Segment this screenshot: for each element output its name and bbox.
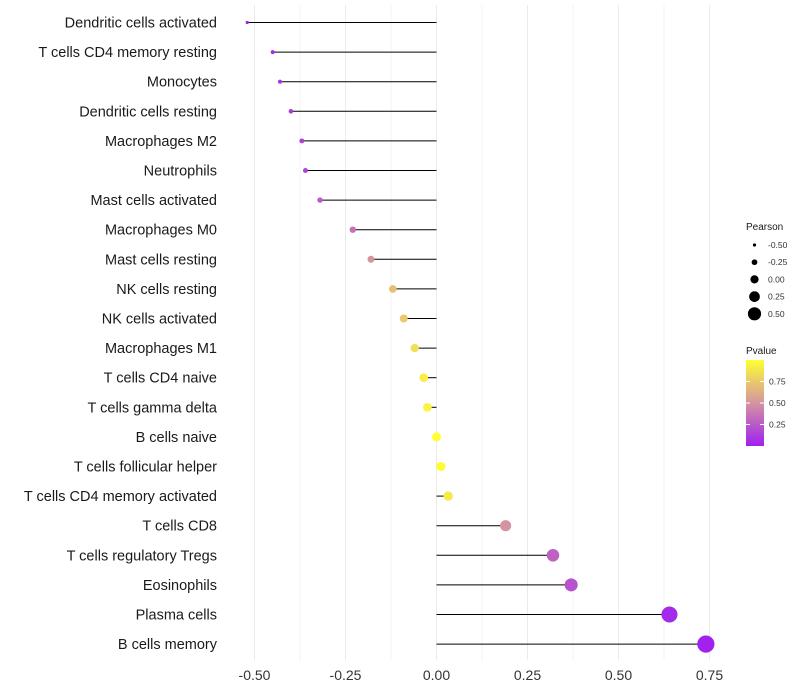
category-label: T cells CD8 — [142, 519, 217, 535]
category-label: Macrophages M1 — [105, 341, 217, 357]
x-tick-label: 0.00 — [423, 667, 450, 683]
legend-size-label: 0.50 — [768, 309, 785, 319]
lollipop-stems — [247, 22, 706, 645]
legend-size-label: 0.25 — [768, 292, 785, 302]
data-point — [661, 606, 678, 623]
category-label: Dendritic cells resting — [79, 104, 217, 120]
data-point — [389, 285, 397, 293]
category-label: NK cells resting — [116, 282, 217, 298]
category-label: Mast cells resting — [105, 252, 217, 268]
legend-color-label: 0.25 — [769, 420, 786, 430]
x-tick-label: 0.25 — [514, 667, 541, 683]
legend-size-label: -0.50 — [768, 240, 788, 250]
x-tick-label: 0.50 — [605, 667, 632, 683]
data-point — [419, 373, 429, 382]
category-label: Plasma cells — [136, 608, 217, 624]
legend-size-dot — [749, 291, 760, 302]
data-point — [410, 343, 419, 353]
category-label: Neutrophils — [144, 164, 217, 180]
lollipop-points — [245, 20, 715, 653]
category-label: Monocytes — [147, 75, 217, 91]
category-labels: Dendritic cells activated T cells CD4 mem… — [24, 16, 218, 654]
legend-size-dot — [752, 243, 757, 247]
data-point — [367, 255, 375, 263]
data-point — [399, 314, 408, 323]
legend-color-label: 0.50 — [769, 398, 786, 408]
category-label: Macrophages M0 — [105, 223, 217, 239]
x-tick-label: 0.75 — [696, 667, 723, 683]
category-label: B cells memory — [118, 637, 218, 653]
legend-size-label: -0.25 — [768, 257, 788, 267]
data-point — [546, 549, 560, 562]
legend-size-label: 0.00 — [768, 274, 785, 284]
legend-size-dot — [750, 275, 759, 284]
x-tick-labels: -0.50 -0.25 0.00 0.25 0.50 0.75 — [239, 667, 724, 683]
category-label: T cells CD4 memory activated — [24, 489, 217, 505]
category-label: Dendritic cells activated — [65, 16, 217, 32]
data-point — [302, 168, 308, 173]
legend-color-title: Pvalue — [746, 346, 777, 357]
legend-size-dot — [751, 259, 758, 266]
legend-color-ticks: 0.75 0.50 0.25 — [746, 377, 786, 430]
legend-size-items: -0.50 -0.25 0.00 0.25 0.50 — [747, 240, 788, 321]
legend-color-label: 0.75 — [769, 377, 786, 387]
data-point — [436, 461, 446, 472]
category-label: T cells follicular helper — [74, 460, 217, 476]
x-tick-label: -0.50 — [239, 667, 271, 683]
data-point — [697, 635, 715, 653]
data-point — [245, 20, 249, 25]
legend-colorbar — [746, 360, 764, 446]
data-point — [500, 520, 512, 532]
data-point — [443, 491, 453, 501]
data-point — [270, 50, 275, 55]
data-point — [564, 578, 578, 592]
category-label: T cells gamma delta — [88, 400, 218, 416]
data-point — [288, 109, 294, 114]
category-label: Eosinophils — [143, 578, 217, 594]
category-label: NK cells activated — [102, 312, 217, 328]
legend: Pearson -0.50 -0.25 0.00 0.25 0.50 Pvalue 0.… — [746, 222, 788, 446]
legend-size-dot — [747, 307, 762, 321]
data-point — [317, 197, 323, 203]
grid-lines — [254, 5, 710, 660]
category-label: T cells regulatory Tregs — [67, 548, 217, 564]
data-point — [277, 79, 283, 84]
category-label: Mast cells activated — [90, 193, 217, 209]
x-tick-label: -0.25 — [330, 667, 362, 683]
legend-size-title: Pearson — [746, 222, 783, 233]
category-label: T cells CD4 naive — [104, 371, 217, 387]
data-point — [423, 402, 432, 412]
data-point — [299, 138, 305, 144]
data-point — [432, 432, 441, 442]
data-point — [349, 226, 356, 233]
category-label: B cells naive — [136, 430, 217, 446]
category-label: Macrophages M2 — [105, 134, 217, 150]
category-label: T cells CD4 memory resting — [38, 45, 217, 61]
